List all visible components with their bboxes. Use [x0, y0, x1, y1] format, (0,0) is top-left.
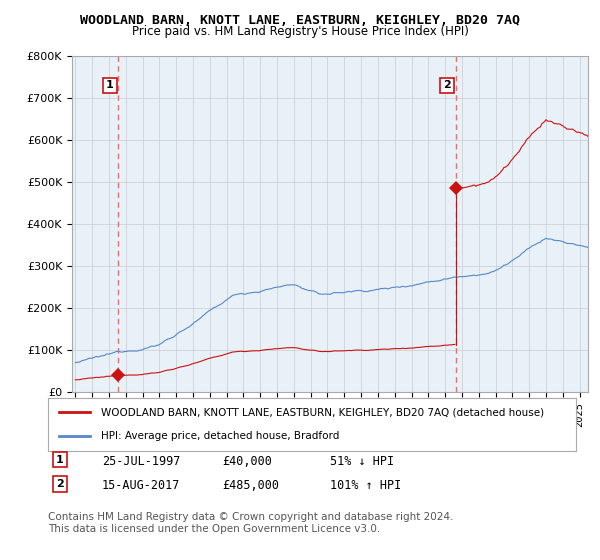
Text: 51% ↓ HPI: 51% ↓ HPI	[330, 455, 394, 468]
Text: 1: 1	[106, 81, 114, 90]
Text: £40,000: £40,000	[222, 455, 272, 468]
Text: 2: 2	[56, 479, 64, 489]
Text: 101% ↑ HPI: 101% ↑ HPI	[330, 479, 401, 492]
Text: 2: 2	[443, 81, 451, 90]
Text: HPI: Average price, detached house, Bradford: HPI: Average price, detached house, Brad…	[101, 431, 339, 441]
Text: WOODLAND BARN, KNOTT LANE, EASTBURN, KEIGHLEY, BD20 7AQ (detached house): WOODLAND BARN, KNOTT LANE, EASTBURN, KEI…	[101, 408, 544, 418]
Text: 25-JUL-1997: 25-JUL-1997	[102, 455, 181, 468]
Text: Price paid vs. HM Land Registry's House Price Index (HPI): Price paid vs. HM Land Registry's House …	[131, 25, 469, 38]
Text: WOODLAND BARN, KNOTT LANE, EASTBURN, KEIGHLEY, BD20 7AQ: WOODLAND BARN, KNOTT LANE, EASTBURN, KEI…	[80, 14, 520, 27]
Text: 1: 1	[56, 455, 64, 465]
Text: £485,000: £485,000	[222, 479, 279, 492]
Text: 15-AUG-2017: 15-AUG-2017	[102, 479, 181, 492]
Text: Contains HM Land Registry data © Crown copyright and database right 2024.
This d: Contains HM Land Registry data © Crown c…	[48, 512, 454, 534]
